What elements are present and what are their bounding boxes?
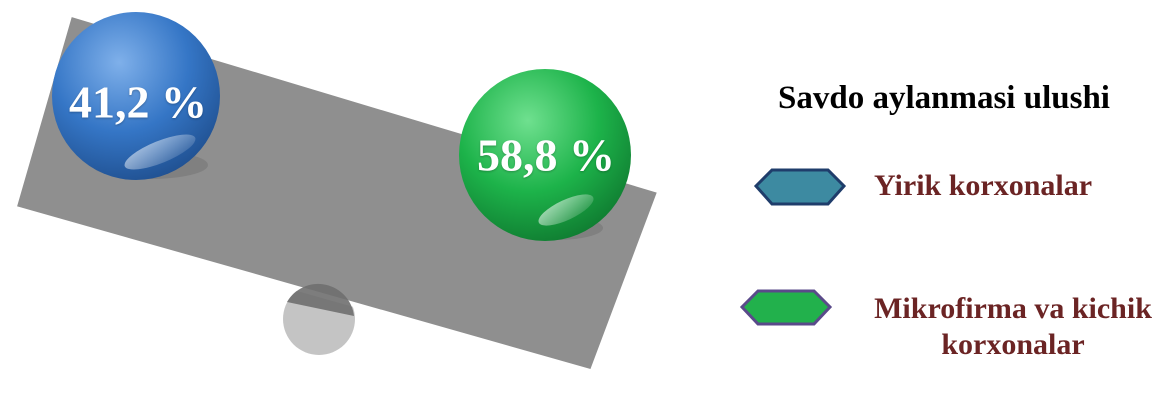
fulcrum-top bbox=[287, 283, 354, 316]
legend-swatch-1-shape bbox=[739, 289, 833, 326]
legend-swatch-0-shape bbox=[753, 168, 847, 206]
legend-label-0: Yirik korxonalar bbox=[874, 169, 1093, 202]
data-label-0: 41,2 % bbox=[69, 76, 207, 128]
pie-slice-0 bbox=[52, 12, 220, 180]
blue-ball-highlight bbox=[124, 134, 196, 170]
data-label-1: 58,8 % bbox=[477, 129, 615, 181]
chart-title: Savdo aylanmasi ulushi bbox=[778, 80, 1110, 116]
legend-label-1: Mikrofirma va kichik korxonalar bbox=[874, 292, 1152, 361]
green-ball-highlight bbox=[538, 194, 594, 226]
pie-slice-1 bbox=[459, 69, 631, 241]
